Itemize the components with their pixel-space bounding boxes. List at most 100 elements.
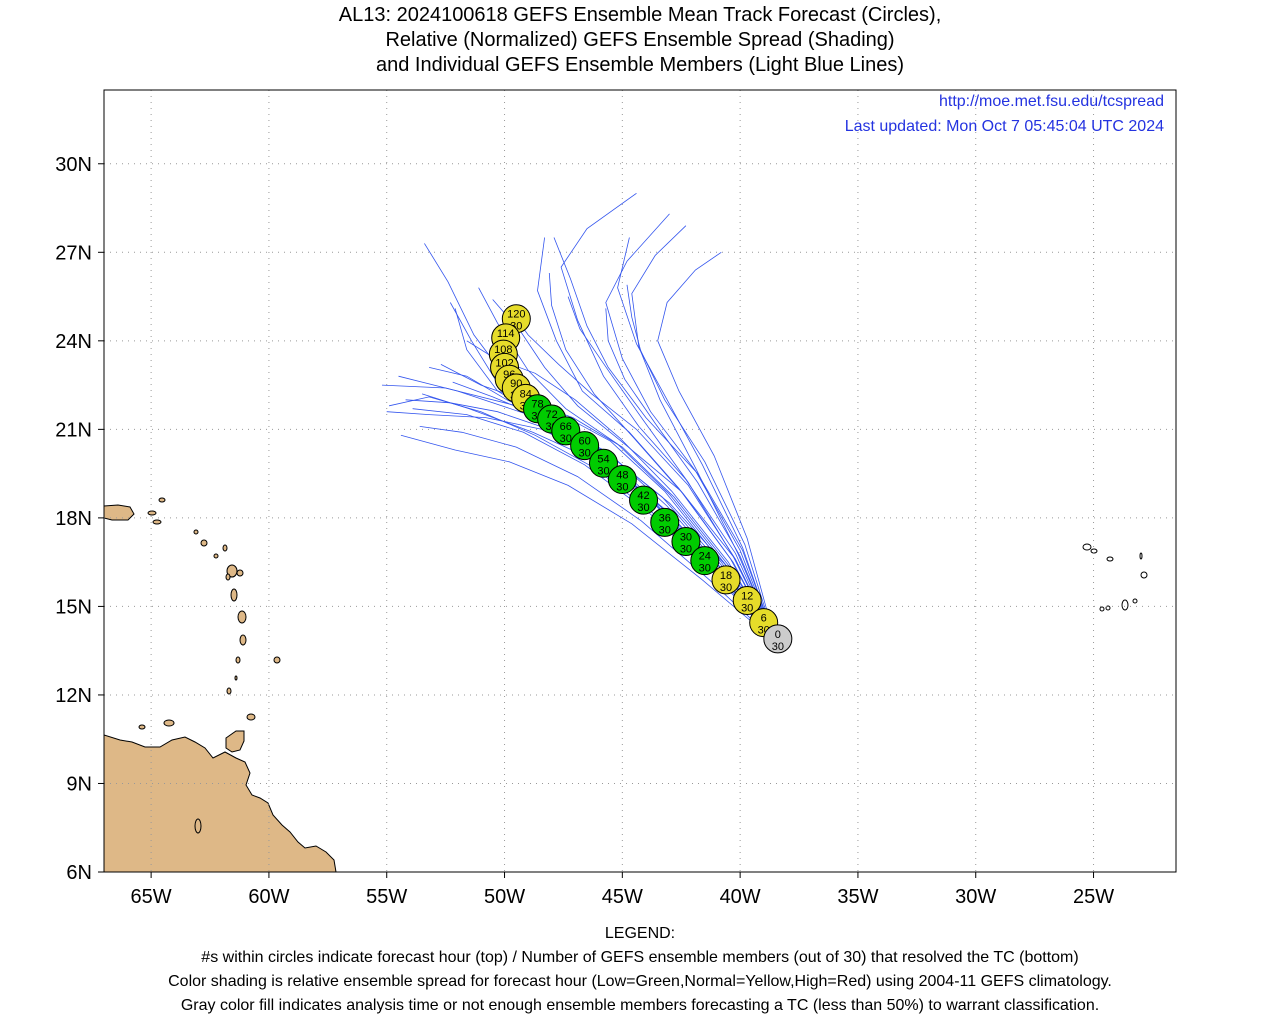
member-count-label: 30: [597, 465, 609, 477]
lat-tick-label: 30N: [55, 154, 92, 176]
forecast-hour-label: 60: [579, 436, 591, 448]
lesser-antilles: [138, 497, 281, 834]
track-circle: [711, 565, 741, 595]
ensemble-member-line: [605, 308, 776, 642]
forecast-hour-label: 24: [699, 551, 711, 563]
lon-tick-label: 65W: [131, 886, 172, 908]
ensemble-member-line: [560, 192, 776, 642]
lat-tick-label: 24N: [55, 331, 92, 353]
source-url: http://moe.met.fsu.edu/tcspread: [938, 93, 1164, 110]
lon-tick-label: 40W: [720, 886, 761, 908]
lat-tick-label: 18N: [55, 508, 92, 530]
track-circle: [671, 526, 701, 556]
lat-tick-label: 15N: [55, 596, 92, 618]
last-updated: Last updated: Mon Oct 7 05:45:04 UTC 202…: [844, 118, 1164, 135]
forecast-hour-label: 48: [616, 470, 628, 482]
track-circle: [763, 624, 793, 654]
forecast-hour-label: 30: [680, 531, 692, 543]
member-count-label: 30: [772, 641, 784, 653]
legend-line-3: Gray color fill indicates analysis time …: [180, 997, 1100, 1014]
ensemble-member-line: [605, 213, 776, 642]
ensemble-member-line: [548, 272, 776, 642]
lon-tick-label: 55W: [366, 886, 407, 908]
lon-tick-label: 35W: [837, 886, 878, 908]
legend-heading: LEGEND:: [604, 925, 676, 942]
ensemble-member-line: [508, 308, 776, 642]
lon-tick-label: 45W: [602, 886, 643, 908]
ensemble-member-line: [419, 426, 776, 643]
forecast-hour-label: 114: [497, 328, 515, 340]
track-circle: [588, 448, 618, 478]
forecast-hour-label: 54: [597, 453, 609, 465]
track-circle: [570, 431, 600, 461]
legend-line-1: #s within circles indicate forecast hour…: [201, 949, 1079, 966]
lat-tick-label: 27N: [55, 242, 92, 264]
lon-tick-label: 60W: [248, 886, 289, 908]
legend-line-2: Color shading is relative ensemble sprea…: [168, 973, 1112, 990]
member-count-label: 30: [616, 482, 628, 494]
forecast-hour-label: 78: [531, 399, 543, 411]
member-count-label: 30: [699, 563, 711, 575]
cape-verde-islands: [1082, 543, 1148, 612]
lat-tick-label: 9N: [66, 773, 92, 795]
ensemble-member-line: [631, 225, 776, 642]
ensemble-member-line: [617, 237, 776, 642]
ensemble-member-line: [657, 251, 776, 642]
member-count-label: 30: [741, 603, 753, 615]
member-count-label: 30: [637, 502, 649, 514]
lat-tick-label: 6N: [66, 862, 92, 884]
track-point: 030: [763, 624, 793, 654]
forecast-hour-label: 66: [560, 421, 572, 433]
title-line-1: AL13: 2024100618 GEFS Ensemble Mean Trac…: [338, 4, 942, 26]
south-america-land: [104, 734, 337, 872]
forecast-hour-label: 108: [494, 344, 512, 356]
forecast-hour-label: 0: [775, 629, 781, 641]
land-layer: [104, 497, 1148, 872]
forecast-hour-label: 6: [761, 613, 767, 625]
puerto-rico-land: [104, 504, 135, 521]
mean-track-circles: 1203011430108301023096309030843078307230…: [488, 304, 793, 654]
map-frame: [103, 89, 1177, 873]
forecast-hour-label: 120: [507, 309, 525, 321]
member-count-label: 30: [560, 433, 572, 445]
member-count-label: 30: [720, 582, 732, 594]
trinidad-land: [225, 730, 245, 753]
forecast-hour-label: 72: [546, 409, 558, 421]
lat-tick-label: 21N: [55, 419, 92, 441]
ensemble-member-line: [492, 299, 776, 642]
track-circle: [629, 485, 659, 515]
title-line-2: Relative (Normalized) GEFS Ensemble Spre…: [385, 29, 895, 51]
ensemble-member-line: [553, 237, 776, 642]
lon-tick-label: 25W: [1073, 886, 1114, 908]
track-circle: [690, 546, 720, 576]
track-circle: [732, 586, 762, 616]
forecast-hour-label: 18: [720, 570, 732, 582]
member-count-label: 30: [680, 543, 692, 555]
ensemble-member-line: [440, 364, 776, 643]
track-circle: [607, 465, 637, 495]
ensemble-member-line: [626, 284, 776, 642]
forecast-hour-label: 36: [659, 512, 671, 524]
forecast-hour-label: 12: [741, 591, 753, 603]
title-line-3: and Individual GEFS Ensemble Members (Li…: [375, 54, 905, 76]
lon-tick-label: 30W: [955, 886, 996, 908]
track-circle: [650, 507, 680, 537]
axis-ticks: 65W 60W 55W 50W 45W 40W 35W 30W 25W 6N 9N 12N 15N 18N…: [55, 154, 1114, 908]
lon-tick-label: 50W: [484, 886, 525, 908]
forecast-hour-label: 42: [637, 490, 649, 502]
lat-tick-label: 12N: [55, 685, 92, 707]
member-count-label: 30: [579, 448, 591, 460]
ensemble-member-line: [400, 434, 776, 643]
member-count-label: 30: [659, 524, 671, 536]
